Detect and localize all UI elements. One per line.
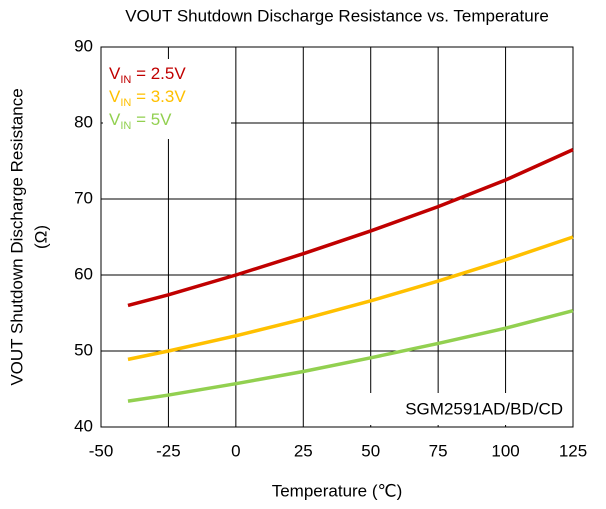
y-tick-label: 50 xyxy=(74,340,93,359)
x-tick-label: -25 xyxy=(156,441,181,460)
legend-entry: VIN = 3.3V xyxy=(109,87,186,108)
y-tick-label: 90 xyxy=(74,36,93,55)
chart-title: VOUT Shutdown Discharge Resistance vs. T… xyxy=(125,6,549,25)
x-tick-label: 50 xyxy=(361,441,380,460)
annotation-box xyxy=(359,393,571,425)
line xyxy=(127,309,574,403)
y-tick-label: 70 xyxy=(74,188,93,207)
x-tick-label: 75 xyxy=(429,441,448,460)
legend-box xyxy=(103,59,231,139)
legend-entry: VIN = 5V xyxy=(109,110,172,131)
y-tick-label: 80 xyxy=(74,112,93,131)
x-tick-label: 25 xyxy=(294,441,313,460)
line xyxy=(127,235,574,362)
annotation: SGM2591AD/BD/CD xyxy=(405,399,563,418)
y-tick-label: 60 xyxy=(74,264,93,283)
x-axis-label: Temperature (℃) xyxy=(272,481,403,500)
y-axis-label: VOUT Shutdown Discharge Resistance xyxy=(7,88,26,385)
x-tick-label: 125 xyxy=(559,441,587,460)
x-tick-label: 100 xyxy=(491,441,519,460)
line xyxy=(127,148,574,308)
y-axis-label: (Ω) xyxy=(31,225,50,249)
x-tick-label: 0 xyxy=(231,441,240,460)
x-tick-label: -50 xyxy=(89,441,114,460)
y-tick-label: 40 xyxy=(74,416,93,435)
legend-entry: VIN = 2.5V xyxy=(109,64,186,85)
